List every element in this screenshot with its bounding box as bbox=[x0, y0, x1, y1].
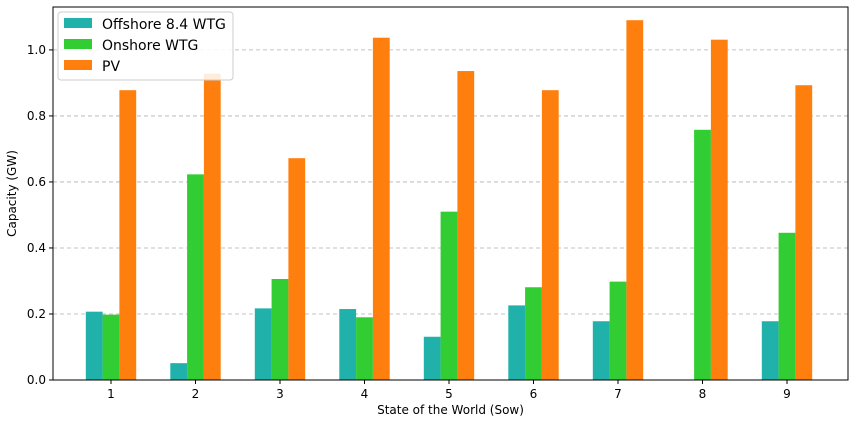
x-tick-label: 1 bbox=[107, 387, 115, 401]
legend-swatch bbox=[64, 39, 92, 49]
x-tick-label: 7 bbox=[614, 387, 622, 401]
legend-label: Onshore WTG bbox=[102, 38, 198, 54]
x-tick-label: 8 bbox=[699, 387, 707, 401]
bar-onshore-wtg-4 bbox=[356, 317, 373, 380]
bar-pv-7 bbox=[626, 20, 644, 380]
bar-pv-4 bbox=[372, 37, 390, 380]
bar-pv-1 bbox=[119, 90, 137, 380]
bar-offshore-8-4-wtg-5 bbox=[423, 336, 441, 380]
bar-offshore-8-4-wtg-4 bbox=[339, 309, 357, 380]
y-tick-label: 0.6 bbox=[27, 175, 46, 189]
bar-onshore-wtg-9 bbox=[778, 232, 796, 380]
x-tick-label: 4 bbox=[361, 387, 369, 401]
bars-group bbox=[85, 20, 813, 381]
bar-onshore-wtg-3 bbox=[271, 278, 289, 380]
bar-pv-2 bbox=[203, 73, 221, 380]
bar-offshore-8-4-wtg-1 bbox=[85, 311, 103, 380]
bar-offshore-8-4-wtg-7 bbox=[592, 321, 610, 380]
y-tick-label: 0.4 bbox=[27, 241, 46, 255]
bar-pv-6 bbox=[541, 90, 559, 380]
bar-onshore-wtg-5 bbox=[440, 211, 458, 380]
y-axis-label: Capacity (GW) bbox=[5, 150, 19, 237]
legend-swatch bbox=[64, 60, 92, 70]
bar-offshore-8-4-wtg-6 bbox=[508, 305, 526, 380]
y-tick-label: 1.0 bbox=[27, 43, 46, 57]
legend-label: Offshore 8.4 WTG bbox=[102, 17, 226, 33]
bar-pv-5 bbox=[457, 71, 475, 380]
bar-pv-8 bbox=[710, 39, 728, 380]
y-tick-label: 0.0 bbox=[27, 373, 46, 387]
bar-offshore-8-4-wtg-3 bbox=[254, 308, 272, 380]
y-axis-ticks: 0.0 0.2 0.4 0.6 0.8 1.0 bbox=[27, 43, 53, 387]
y-tick-label: 0.2 bbox=[27, 307, 46, 321]
x-tick-label: 5 bbox=[445, 387, 453, 401]
bar-offshore-8-4-wtg-9 bbox=[761, 321, 779, 380]
bar-offshore-8-4-wtg-2 bbox=[170, 363, 188, 380]
legend-label: PV bbox=[102, 59, 120, 75]
x-tick-label: 2 bbox=[192, 387, 200, 401]
bar-onshore-wtg-8 bbox=[694, 129, 711, 380]
bar-pv-3 bbox=[288, 158, 306, 380]
bar-pv-9 bbox=[795, 85, 813, 381]
legend-swatch bbox=[64, 18, 92, 28]
x-axis-ticks: 1 2 3 4 5 6 7 8 9 bbox=[107, 380, 791, 401]
legend-box bbox=[57, 11, 234, 81]
plot-frame bbox=[52, 6, 849, 381]
legend: Offshore 8.4 WTG Onshore WTG PV bbox=[57, 11, 234, 81]
x-tick-label: 6 bbox=[530, 387, 538, 401]
bar-onshore-wtg-2 bbox=[187, 174, 204, 380]
bar-onshore-wtg-6 bbox=[525, 287, 542, 380]
bar-onshore-wtg-1 bbox=[102, 314, 120, 380]
x-tick-label: 9 bbox=[783, 387, 791, 401]
bar-onshore-wtg-7 bbox=[609, 281, 627, 380]
x-axis-label: State of the World (Sow) bbox=[377, 403, 524, 417]
x-tick-label: 3 bbox=[276, 387, 284, 401]
y-tick-label: 0.8 bbox=[27, 109, 46, 123]
